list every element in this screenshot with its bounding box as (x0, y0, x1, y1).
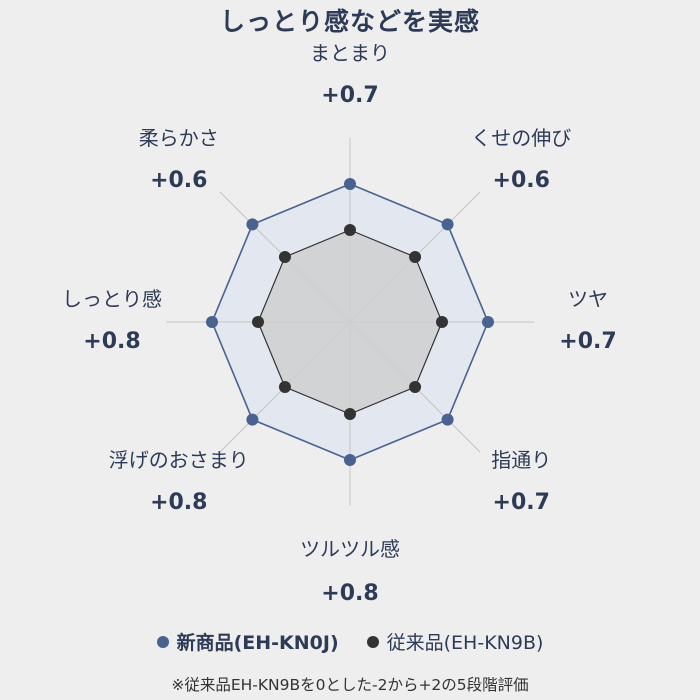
axis-label: まとまり (310, 41, 390, 65)
chart-footnote: ※従来品EH-KN9Bを0とした-2から+2の5段階評価 (171, 676, 529, 694)
axis-label: ツヤ (568, 287, 608, 311)
data-point-old (344, 224, 356, 236)
legend-item-new: 新商品(EH-KN0J) (156, 628, 339, 655)
legend-item-old: 従来品(EH-KN9B) (366, 628, 544, 655)
legend-label-old: 従来品(EH-KN9B) (386, 632, 544, 654)
radar-chart: まとまり +0.7 くせの伸び +0.6 ツヤ +0.7 指通り +0.7 ツルツル感 +0.8 浮… (62, 41, 617, 606)
axis-value-label: +0.6 (150, 168, 207, 193)
legend-label-new: 新商品(EH-KN0J) (176, 632, 339, 654)
data-point-new (246, 413, 259, 426)
data-point-new (344, 454, 356, 466)
axis-value-label: +0.7 (559, 329, 616, 354)
axis-label: 指通り (491, 448, 551, 472)
data-point-old (252, 316, 264, 328)
axis-value-label: +0.6 (493, 168, 550, 193)
axis-label: 柔らかさ (139, 126, 219, 150)
data-point-new (441, 218, 454, 231)
axis-value-label: +0.8 (150, 490, 207, 515)
axis-label: 浮げのおさまり (109, 448, 249, 472)
legend-marker-old (366, 635, 379, 648)
axis-label: ツルツル感 (300, 537, 400, 561)
data-point-old (409, 250, 422, 263)
data-point-new (441, 413, 454, 426)
data-point-old (409, 381, 422, 394)
axis-label: しっとり感 (62, 287, 162, 311)
axis-value-label: +0.8 (321, 581, 378, 606)
data-point-new (482, 316, 494, 328)
legend-marker-new (156, 635, 169, 648)
data-point-new (206, 316, 218, 328)
axis-value-label: +0.7 (493, 490, 550, 515)
axis-label: くせの伸び (471, 126, 571, 150)
data-point-old (278, 250, 291, 263)
data-point-old (278, 381, 291, 394)
data-point-old (436, 316, 448, 328)
axis-value-label: +0.7 (321, 83, 378, 108)
chart-legend: 新商品(EH-KN0J) 従来品(EH-KN9B) (0, 628, 700, 655)
axis-value-label: +0.8 (83, 329, 140, 354)
data-point-new (344, 178, 356, 190)
chart-title: しっとり感などを実感 (219, 7, 480, 36)
data-point-new (246, 218, 259, 231)
data-point-old (344, 408, 356, 420)
